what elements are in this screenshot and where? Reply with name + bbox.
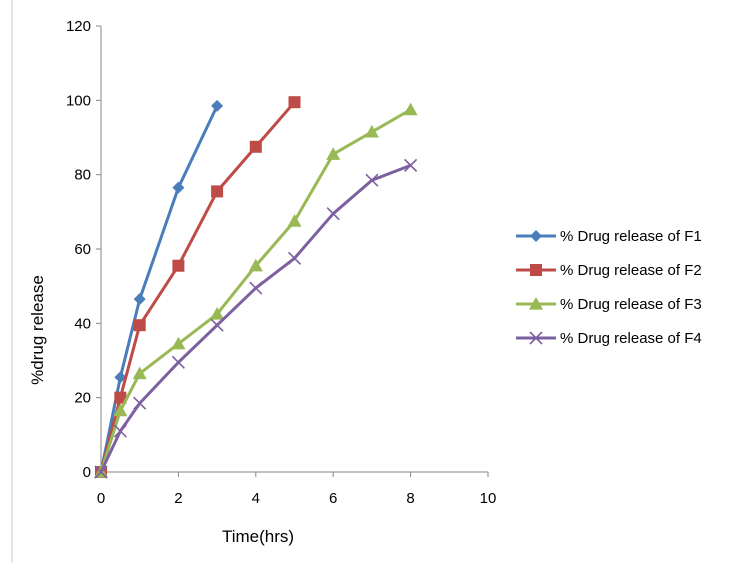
- x-tick-label: 8: [406, 490, 414, 507]
- series-layer: [94, 96, 418, 479]
- data-point: [211, 99, 224, 112]
- data-point: [404, 158, 418, 172]
- legend-marker: [529, 297, 543, 310]
- legend-label: % Drug release of F3: [560, 296, 702, 313]
- y-tick-label: 0: [83, 464, 91, 481]
- data-point: [114, 371, 127, 384]
- series-line: [99, 108, 412, 473]
- data-point: [113, 424, 127, 438]
- data-point: [94, 465, 108, 479]
- data-point: [172, 181, 185, 194]
- data-point: [287, 251, 302, 265]
- legend-item: % Drug release of F3: [516, 296, 702, 313]
- data-point: [133, 293, 146, 306]
- legend-label: % Drug release of F1: [560, 228, 702, 245]
- y-tick-label: 40: [74, 315, 91, 332]
- data-point: [248, 258, 263, 272]
- series-2: [95, 96, 301, 478]
- data-point: [326, 147, 341, 160]
- data-point: [132, 366, 147, 380]
- legend: % Drug release of F1 % Drug release of F2…: [516, 228, 702, 347]
- y-axis-title: %drug release: [28, 275, 47, 385]
- y-tick-label: 20: [74, 390, 91, 407]
- data-point: [114, 391, 127, 404]
- data-point: [365, 173, 379, 187]
- axes: 0 20 40 60 80 100 120 0 2 4 6 8 10: [66, 18, 496, 507]
- legend-item: % Drug release of F2: [516, 262, 702, 279]
- data-point: [211, 185, 224, 198]
- x-tick-label: 4: [252, 490, 260, 507]
- data-point: [288, 96, 301, 109]
- y-tick-label: 80: [74, 167, 91, 184]
- data-point: [287, 214, 302, 227]
- legend-item: % Drug release of F4: [516, 330, 702, 347]
- data-point: [326, 207, 340, 221]
- y-tick-label: 120: [66, 18, 91, 35]
- legend-marker: [529, 331, 543, 345]
- x-axis-title: Time(hrs): [222, 527, 294, 546]
- x-tick-label: 6: [329, 490, 337, 507]
- data-point: [364, 124, 379, 138]
- x-tick-label: 2: [174, 490, 182, 507]
- data-point: [171, 355, 185, 369]
- legend-label: % Drug release of F2: [560, 262, 702, 279]
- legend-label: % Drug release of F4: [560, 330, 702, 347]
- legend-marker: [530, 264, 542, 276]
- data-point: [210, 307, 225, 320]
- data-point: [113, 403, 128, 417]
- data-point: [249, 140, 262, 153]
- data-point: [403, 102, 418, 116]
- data-point: [172, 259, 185, 272]
- y-tick-label: 60: [74, 241, 91, 258]
- data-point: [210, 318, 224, 332]
- series-line: [99, 163, 412, 473]
- x-tick-label: 10: [480, 490, 497, 507]
- legend-item: % Drug release of F1: [516, 228, 702, 245]
- x-tick-label: 0: [97, 490, 105, 507]
- data-point: [133, 396, 147, 410]
- data-point: [249, 281, 263, 295]
- data-point: [171, 336, 186, 350]
- data-point: [133, 319, 146, 332]
- legend-marker: [530, 230, 542, 242]
- y-tick-label: 100: [66, 92, 91, 109]
- series-4: [94, 158, 418, 479]
